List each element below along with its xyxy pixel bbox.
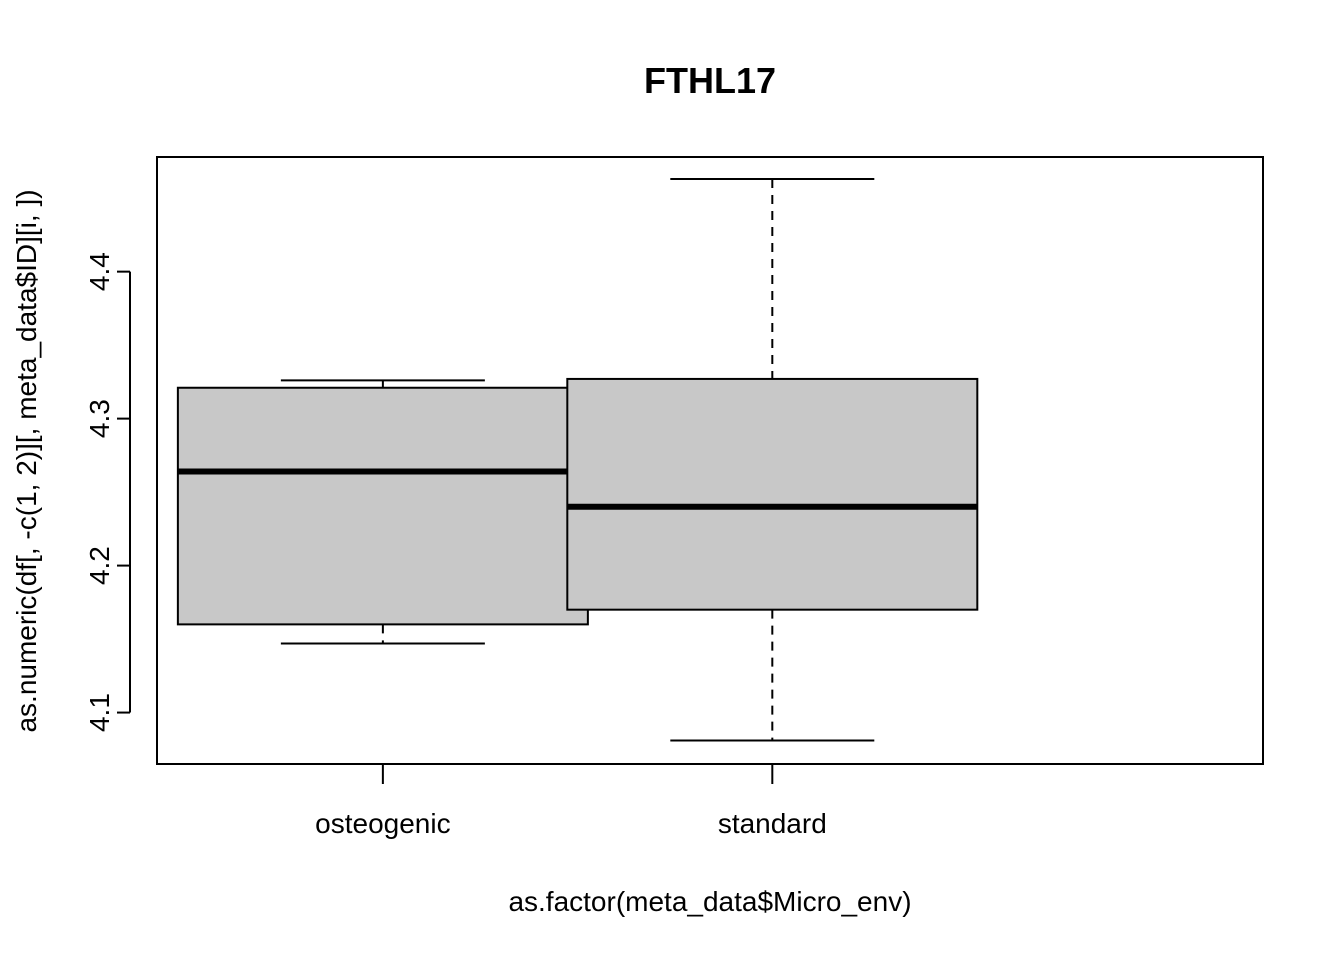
x-tick-label: standard (718, 808, 827, 839)
box-series (176, 178, 979, 742)
chart-title: FTHL17 (644, 60, 776, 101)
x-axis: osteogenic standard (315, 763, 827, 839)
y-axis: 4.1 4.2 4.3 4.4 (84, 252, 131, 732)
box-standard (566, 178, 979, 742)
y-tick-label: 4.3 (84, 399, 115, 438)
y-tick-label: 4.2 (84, 546, 115, 585)
iqr-box (176, 386, 589, 626)
x-tick-label: osteogenic (315, 808, 450, 839)
iqr-box (566, 377, 979, 611)
box-osteogenic (176, 379, 589, 645)
y-tick-label: 4.1 (84, 693, 115, 732)
x-axis-title: as.factor(meta_data$Micro_env) (508, 886, 911, 917)
y-axis-title: as.numeric(df[, -c(1, 2)][, meta_data$ID… (11, 189, 42, 732)
y-tick-label: 4.4 (84, 252, 115, 291)
